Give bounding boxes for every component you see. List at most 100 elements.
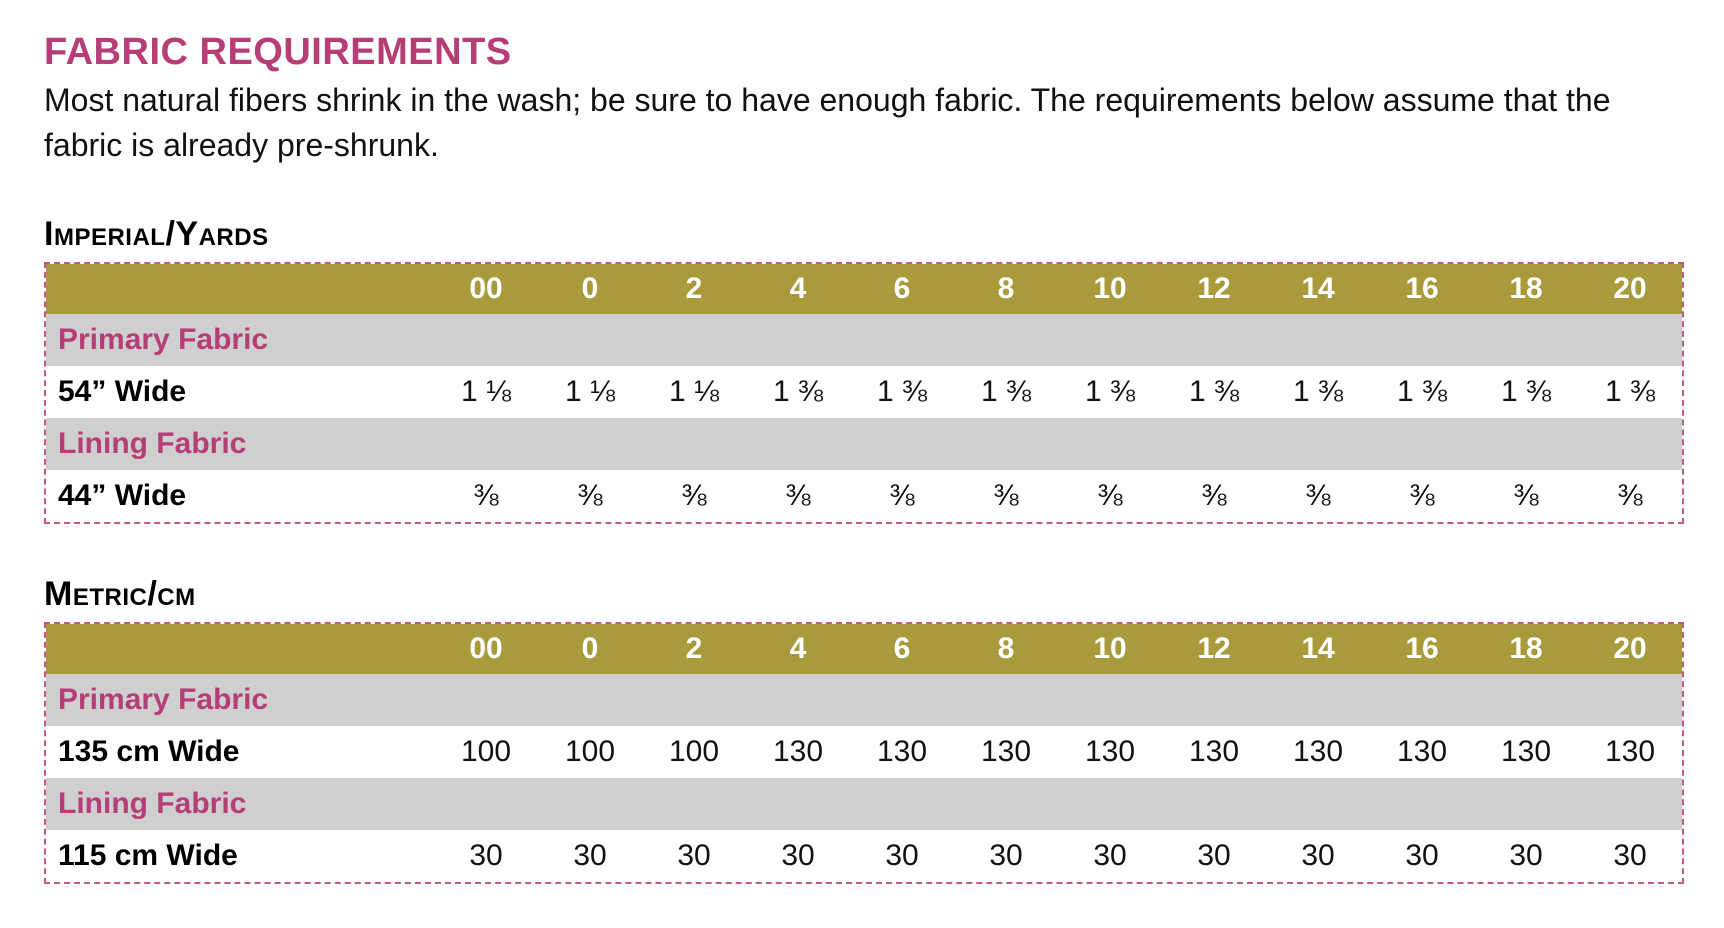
centimeter-cell: 30	[1474, 830, 1578, 882]
size-header-spacer	[46, 624, 434, 674]
centimeter-cell: 30	[1058, 830, 1162, 882]
size-header-spacer	[46, 264, 434, 314]
yardage-cell: 1 ⅜	[1474, 366, 1578, 418]
lining-width-label: 44” Wide	[46, 470, 434, 522]
size-header-cell: 00	[434, 264, 538, 314]
page-title: FABRIC REQUIREMENTS	[44, 31, 512, 73]
size-header-cell: 8	[954, 624, 1058, 674]
yardage-cell: 1 ⅜	[1266, 366, 1370, 418]
lining-width-label: 115 cm Wide	[46, 830, 434, 882]
size-header-cell: 10	[1058, 264, 1162, 314]
centimeter-cell: 130	[1266, 726, 1370, 778]
size-header-cell: 18	[1474, 624, 1578, 674]
yardage-cell: ⅜	[1370, 470, 1474, 522]
centimeter-cell: 30	[1266, 830, 1370, 882]
size-header-cell: 4	[746, 264, 850, 314]
size-header-cell: 10	[1058, 624, 1162, 674]
yardage-cell: ⅜	[642, 470, 746, 522]
yardage-cell: ⅜	[1058, 470, 1162, 522]
size-header-cell: 18	[1474, 264, 1578, 314]
yardage-cell: ⅜	[954, 470, 1058, 522]
centimeter-cell: 30	[746, 830, 850, 882]
centimeter-cell: 30	[954, 830, 1058, 882]
imperial-lining-group-row: Lining Fabric	[46, 418, 1682, 470]
fabric-requirements-page: FABRIC REQUIREMENTS Most natural fibers …	[44, 28, 1684, 884]
centimeter-cell: 130	[1370, 726, 1474, 778]
metric-lining-group-row: Lining Fabric	[46, 778, 1682, 830]
centimeter-cell: 30	[850, 830, 954, 882]
yardage-cell: 1 ⅛	[642, 366, 746, 418]
size-header-cell: 16	[1370, 624, 1474, 674]
centimeter-cell: 130	[954, 726, 1058, 778]
size-header-cell: 16	[1370, 264, 1474, 314]
intro-text: Most natural fibers shrink in the wash; …	[44, 82, 1611, 163]
size-header-cell: 0	[538, 624, 642, 674]
yardage-cell: 1 ⅜	[954, 366, 1058, 418]
yardage-cell: 1 ⅜	[1162, 366, 1266, 418]
centimeter-cell: 100	[642, 726, 746, 778]
centimeter-cell: 130	[850, 726, 954, 778]
centimeter-cell: 30	[1578, 830, 1682, 882]
centimeter-cell: 130	[1058, 726, 1162, 778]
lining-fabric-label: Lining Fabric	[46, 778, 1682, 830]
centimeter-cell: 30	[434, 830, 538, 882]
yardage-cell: ⅜	[746, 470, 850, 522]
size-header-cell: 20	[1578, 624, 1682, 674]
primary-width-label: 135 cm Wide	[46, 726, 434, 778]
imperial-section-title: Imperial/Yards	[44, 215, 269, 253]
yardage-cell: 1 ⅜	[746, 366, 850, 418]
centimeter-cell: 30	[1370, 830, 1474, 882]
centimeter-cell: 130	[746, 726, 850, 778]
yardage-cell: ⅜	[1474, 470, 1578, 522]
yardage-cell: 1 ⅛	[434, 366, 538, 418]
yardage-cell: ⅜	[1266, 470, 1370, 522]
yardage-cell: 1 ⅜	[1370, 366, 1474, 418]
yardage-cell: ⅜	[1162, 470, 1266, 522]
imperial-lining-row: 44” Wide ⅜ ⅜ ⅜ ⅜ ⅜ ⅜ ⅜ ⅜ ⅜ ⅜ ⅜ ⅜	[46, 470, 1682, 522]
size-header-cell: 12	[1162, 624, 1266, 674]
centimeter-cell: 30	[1162, 830, 1266, 882]
imperial-table: 00 0 2 4 6 8 10 12 14 16 18 20 Primary Fabric 54” W…	[46, 264, 1682, 522]
yardage-cell: 1 ⅜	[1058, 366, 1162, 418]
size-header-cell: 4	[746, 624, 850, 674]
size-header-cell: 6	[850, 624, 954, 674]
centimeter-cell: 130	[1578, 726, 1682, 778]
yardage-cell: ⅜	[1578, 470, 1682, 522]
size-header-cell: 0	[538, 264, 642, 314]
yardage-cell: 1 ⅜	[850, 366, 954, 418]
size-header-cell: 00	[434, 624, 538, 674]
centimeter-cell: 100	[538, 726, 642, 778]
centimeter-cell: 100	[434, 726, 538, 778]
primary-fabric-label: Primary Fabric	[46, 674, 1682, 726]
yardage-cell: ⅜	[434, 470, 538, 522]
metric-size-header-row: 00 0 2 4 6 8 10 12 14 16 18 20	[46, 624, 1682, 674]
size-header-cell: 14	[1266, 264, 1370, 314]
size-header-cell: 2	[642, 624, 746, 674]
size-header-cell: 8	[954, 264, 1058, 314]
centimeter-cell: 30	[642, 830, 746, 882]
size-header-cell: 2	[642, 264, 746, 314]
size-header-cell: 14	[1266, 624, 1370, 674]
metric-primary-group-row: Primary Fabric	[46, 674, 1682, 726]
size-header-cell: 6	[850, 264, 954, 314]
metric-lining-row: 115 cm Wide 30 30 30 30 30 30 30 30 30 30 30 30	[46, 830, 1682, 882]
metric-table: 00 0 2 4 6 8 10 12 14 16 18 20 Primary Fabric 135 c…	[46, 624, 1682, 882]
lining-fabric-label: Lining Fabric	[46, 418, 1682, 470]
yardage-cell: ⅜	[850, 470, 954, 522]
yardage-cell: 1 ⅜	[1578, 366, 1682, 418]
size-header-cell: 20	[1578, 264, 1682, 314]
primary-fabric-label: Primary Fabric	[46, 314, 1682, 366]
metric-primary-row: 135 cm Wide 100 100 100 130 130 130 130 130 130 13…	[46, 726, 1682, 778]
size-header-cell: 12	[1162, 264, 1266, 314]
metric-table-frame: 00 0 2 4 6 8 10 12 14 16 18 20 Primary Fabric 135 c…	[44, 622, 1684, 884]
centimeter-cell: 130	[1474, 726, 1578, 778]
imperial-size-header-row: 00 0 2 4 6 8 10 12 14 16 18 20	[46, 264, 1682, 314]
primary-width-label: 54” Wide	[46, 366, 434, 418]
imperial-primary-group-row: Primary Fabric	[46, 314, 1682, 366]
yardage-cell: ⅜	[538, 470, 642, 522]
metric-section-title: Metric/cm	[44, 575, 196, 613]
yardage-cell: 1 ⅛	[538, 366, 642, 418]
centimeter-cell: 130	[1162, 726, 1266, 778]
centimeter-cell: 30	[538, 830, 642, 882]
